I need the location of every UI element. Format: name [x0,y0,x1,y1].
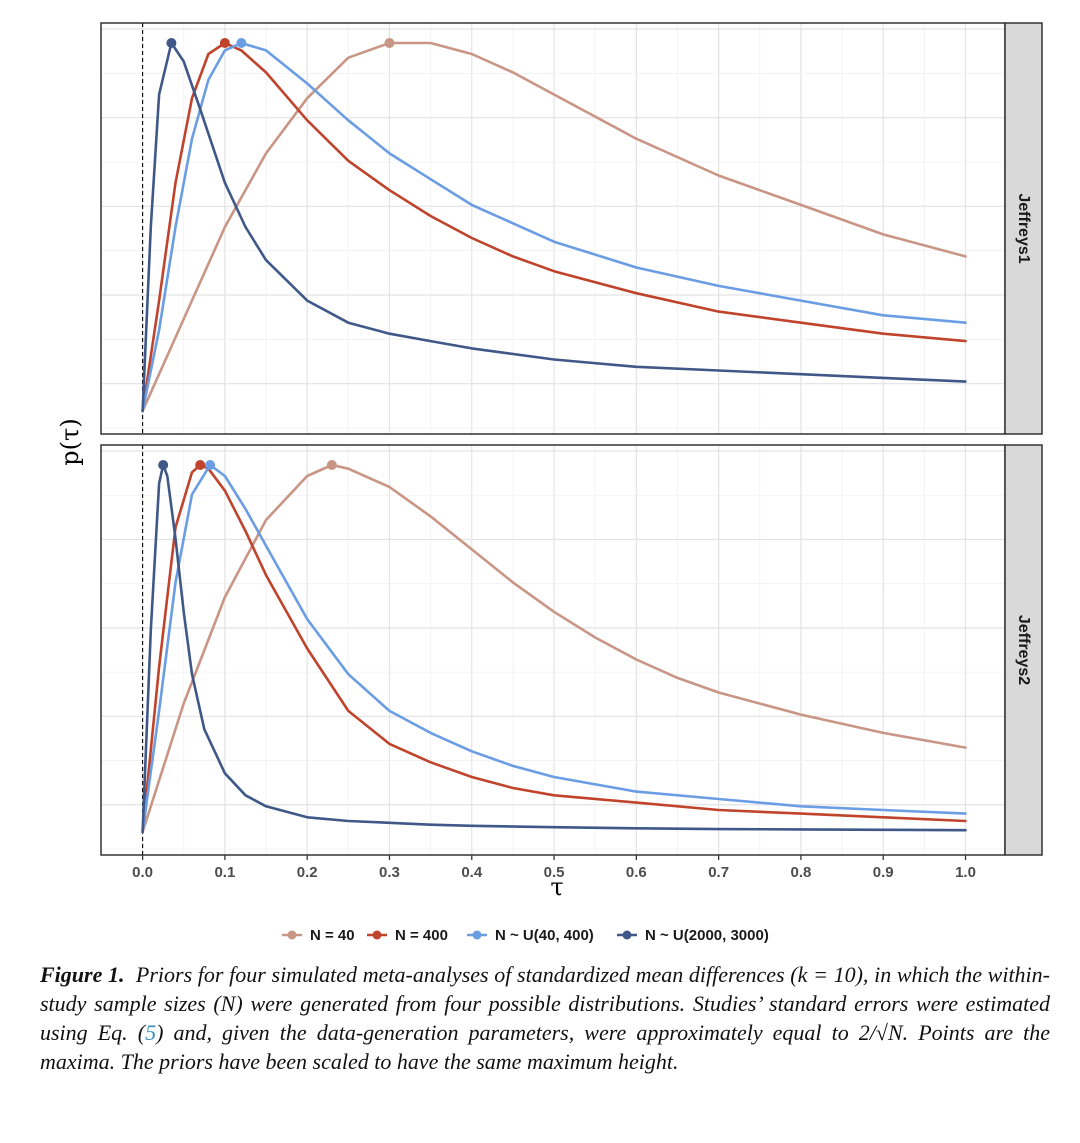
legend-item-n-40: N = 40 [282,927,355,944]
peak-point-n-40 [326,460,337,470]
x-tick-label: 0.1 [214,864,235,881]
panel-background [101,445,1005,855]
x-tick-label: 0.3 [379,864,400,881]
figure-label: Figure 1. [40,962,125,987]
legend-key-point [372,930,382,940]
peak-point-n-u-40-400- [236,38,247,48]
series-line-n-u-40-400- [141,41,967,413]
series-line-n-40 [141,463,967,834]
equation-reference-link[interactable]: 5 [145,1020,157,1045]
legend-item-n-u-40-400-: N ~ U(40, 400) [467,927,594,944]
x-tick-label: 0.7 [708,864,729,881]
peak-point-n-40 [384,38,395,48]
figure-caption: Figure 1. Priors for four simulated meta… [40,960,1050,1076]
facet-strip-label: Jeffreys2 [1015,615,1032,685]
legend-label: N = 400 [395,927,448,944]
x-tick-label: 0.2 [297,864,318,881]
x-tick-label: 0.0 [132,864,153,881]
legend-label: N = 40 [310,927,355,944]
panel-jeffreys1: Jeffreys1 [100,22,1043,435]
series-line-n-u-2000-3000- [141,463,967,834]
x-tick-label: 0.8 [790,864,811,881]
series-line-n-u-40-400- [141,463,967,834]
x-tick-label: 1.0 [955,864,976,881]
panel-background [101,23,1005,434]
y-axis-title: p(τ) [56,418,84,465]
caption-text-part2: ) and, given the data-generation paramet… [40,1020,1050,1074]
peak-point-n-400 [219,38,230,48]
x-tick-label: 0.5 [544,864,565,881]
x-axis: 0.0 0.1 0.2 0.3 0.4 0.5 0.6 0.7 0.8 0.9 1.0 [132,855,976,881]
x-axis-title: τ [550,873,563,901]
x-tick-label: 0.4 [461,864,483,881]
legend-label: N ~ U(40, 400) [495,927,594,944]
legend: N = 40 N = 400 N ~ U(40, 400) N ~ U(2000, 3… [282,927,769,944]
legend-key-point [287,930,297,940]
facet-strip [1004,444,1043,856]
peak-point-n-u-2000-3000- [166,38,177,48]
peak-point-n-u-2000-3000- [158,460,169,470]
legend-key-point [622,930,632,940]
legend-item-n-u-2000-3000-: N ~ U(2000, 3000) [617,927,769,944]
series-line-n-400 [141,463,967,834]
x-tick-label: 0.6 [626,864,647,881]
panel-jeffreys2: Jeffreys2 [100,444,1043,856]
panels-layer: Jeffreys1 Jeffreys2 [100,22,1043,856]
prior-density-chart: Jeffreys1 Jeffreys2 0.0 0.1 0.2 0.3 0.4 0.5 0.6… [56,22,1043,944]
peak-point-n-u-40-400- [205,460,216,470]
peak-point-n-400 [195,460,206,470]
caption-text-part1: Priors for four simulated meta-analyses … [40,962,1050,1045]
legend-label: N ~ U(2000, 3000) [645,927,769,944]
series-line-n-40 [141,41,967,413]
facet-strip-label: Jeffreys1 [1015,193,1032,263]
legend-item-n-400: N = 400 [367,927,448,944]
facet-strip [1004,22,1043,435]
legend-key-point [472,930,482,940]
x-tick-label: 0.9 [873,864,894,881]
